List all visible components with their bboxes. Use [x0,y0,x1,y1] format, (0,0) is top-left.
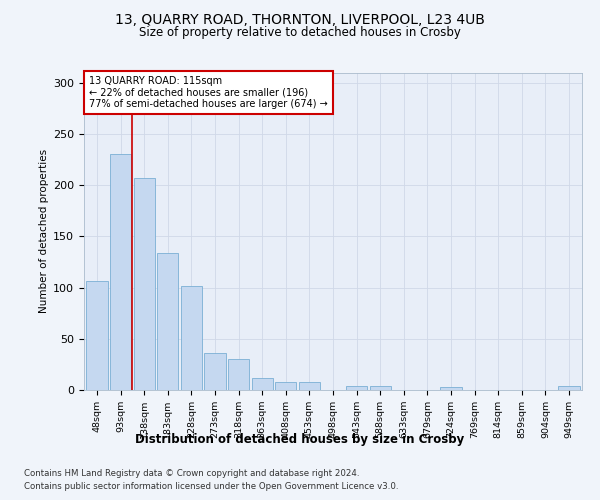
Text: 13, QUARRY ROAD, THORNTON, LIVERPOOL, L23 4UB: 13, QUARRY ROAD, THORNTON, LIVERPOOL, L2… [115,12,485,26]
Text: 13 QUARRY ROAD: 115sqm
← 22% of detached houses are smaller (196)
77% of semi-de: 13 QUARRY ROAD: 115sqm ← 22% of detached… [89,76,328,109]
Bar [251,378,273,390]
Bar [86,282,107,390]
Y-axis label: Number of detached properties: Number of detached properties [39,149,49,314]
Text: Size of property relative to detached houses in Crosby: Size of property relative to detached ho… [139,26,461,39]
Bar [228,360,249,390]
Text: Contains public sector information licensed under the Open Government Licence v3: Contains public sector information licen… [24,482,398,491]
Bar [370,386,391,390]
Bar [134,178,155,390]
Bar [110,154,131,390]
Bar [440,387,461,390]
Bar [559,386,580,390]
Bar [181,286,202,390]
Bar [205,353,226,390]
Text: Contains HM Land Registry data © Crown copyright and database right 2024.: Contains HM Land Registry data © Crown c… [24,469,359,478]
Bar [157,253,178,390]
Bar [275,382,296,390]
Bar [346,386,367,390]
Text: Distribution of detached houses by size in Crosby: Distribution of detached houses by size … [136,432,464,446]
Bar [299,382,320,390]
